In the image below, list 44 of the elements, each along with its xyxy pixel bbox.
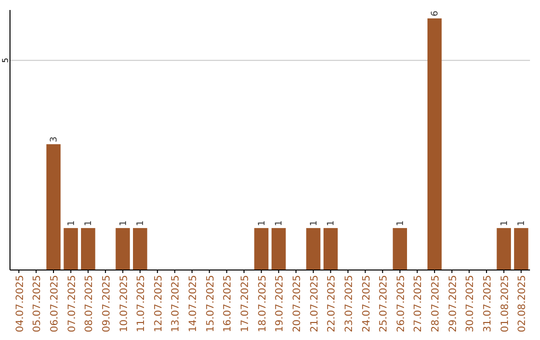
data-label: 6 — [430, 10, 441, 16]
data-label: 3 — [49, 136, 60, 142]
data-label: 1 — [396, 220, 406, 226]
data-label: 1 — [500, 220, 510, 226]
data-label: 1 — [517, 220, 528, 226]
x-tick-label: 29.07.2025 — [448, 275, 459, 332]
data-label: 1 — [274, 220, 285, 226]
x-tick-label: 21.07.2025 — [309, 275, 320, 332]
x-tick-label: 23.07.2025 — [344, 275, 355, 332]
x-tick-label: 02.08.2025 — [517, 275, 528, 332]
y-tick-label: 5 — [1, 58, 10, 63]
x-tick-label: 22.07.2025 — [326, 275, 338, 332]
x-tick-label: 24.07.2025 — [361, 275, 372, 332]
x-tick-label: 14.07.2025 — [188, 275, 200, 332]
x-tick-label: 05.07.2025 — [32, 275, 44, 332]
x-tick-label: 19.07.2025 — [274, 275, 286, 332]
x-tick-label: 07.07.2025 — [66, 275, 78, 332]
x-tick-label: 17.07.2025 — [240, 275, 252, 332]
x-tick-label: 28.07.2025 — [430, 275, 442, 332]
data-label: 1 — [84, 220, 94, 226]
x-tick-label: 16.07.2025 — [222, 275, 234, 332]
x-tick-label: 30.07.2025 — [465, 275, 476, 332]
x-tick-label: 01.08.2025 — [500, 275, 511, 332]
x-tick-label: 13.07.2025 — [170, 275, 182, 332]
x-tick-label: 26.07.2025 — [396, 275, 407, 332]
x-tick-label: 10.07.2025 — [118, 275, 130, 332]
data-label: 1 — [257, 220, 268, 226]
x-tick-label: 08.07.2025 — [84, 275, 96, 332]
x-tick-label: 12.07.2025 — [153, 275, 164, 332]
x-tick-label: 31.07.2025 — [482, 275, 494, 332]
x-tick-label: 15.07.2025 — [205, 275, 216, 332]
x-tick-label: 20.07.2025 — [292, 275, 303, 332]
x-tick-label: 04.07.2025 — [14, 275, 26, 332]
data-label: 1 — [326, 220, 337, 226]
data-label: 1 — [136, 220, 146, 226]
x-tick-label: 11.07.2025 — [136, 275, 148, 332]
x-tick-label: 09.07.2025 — [101, 275, 112, 332]
x-tick-label: 06.07.2025 — [49, 275, 60, 332]
x-tick-label: 25.07.2025 — [378, 275, 390, 332]
x-tick-label: 18.07.2025 — [257, 275, 268, 332]
data-label: 1 — [66, 220, 77, 226]
x-tick-label: 27.07.2025 — [413, 275, 424, 332]
data-label: 1 — [309, 220, 320, 226]
data-label: 1 — [118, 220, 129, 226]
